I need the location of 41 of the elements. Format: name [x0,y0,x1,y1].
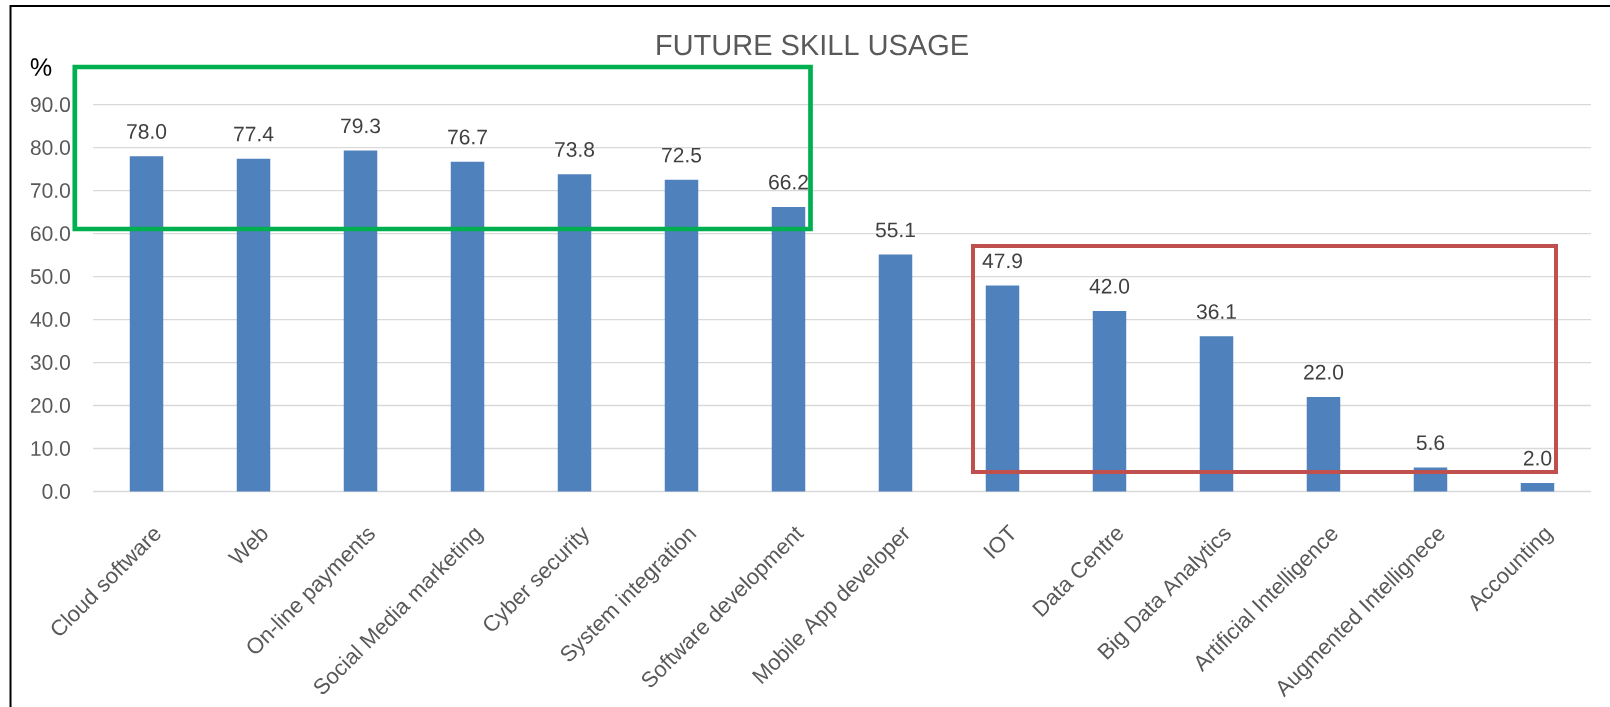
data-label: 72.5 [662,147,702,163]
data-label: 22.0 [1304,364,1344,380]
bar [450,161,485,492]
bar [129,156,164,492]
data-label: 5.6 [1416,435,1445,451]
data-label: 77.4 [234,126,274,142]
x-tick-label: IOT [983,524,1015,559]
data-label: 36.1 [1196,304,1236,320]
x-tick-label: Web [227,528,268,564]
bar [1092,310,1127,492]
y-tick-label: 50.0 [30,269,70,284]
bar [1306,396,1341,492]
y-tick-label: 60.0 [31,226,70,241]
data-label: 78.0 [127,124,167,139]
y-tick-label: 90.0 [30,97,70,113]
bar [664,179,699,492]
bar [1520,482,1555,492]
y-tick-label: 80.0 [30,140,70,156]
chart-title: FUTURE SKILL USAGE [657,34,968,56]
data-label: 73.8 [555,142,595,157]
data-label: 79.3 [341,118,381,134]
data-label: 76.7 [448,129,487,145]
data-label: 42.0 [1089,278,1130,294]
bar [771,206,806,492]
data-label: 2.0 [1523,450,1552,466]
data-label: 55.1 [875,222,915,238]
y-tick-label: 70.0 [31,183,70,198]
y-tick-label: 10.0 [31,441,70,456]
y-tick-label: 30.0 [30,355,70,370]
bar [1199,336,1234,492]
y-tick-label: 0.0 [42,484,70,499]
y-axis-title: % [30,58,52,76]
bar [985,285,1020,492]
bar [557,174,592,492]
y-tick-label: 20.0 [30,398,70,413]
data-label: 47.9 [982,253,1022,269]
bar [878,254,913,492]
data-label: 66.2 [769,174,808,190]
bar [236,158,271,492]
bar [343,150,378,492]
y-tick-label: 40.0 [30,312,70,327]
